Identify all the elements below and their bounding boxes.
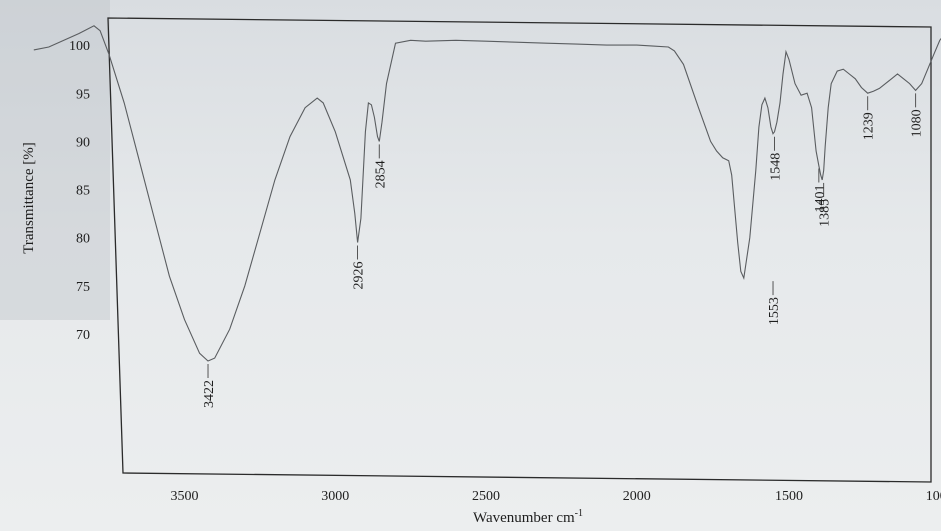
- plot-frame: [107, 17, 932, 483]
- spectrum-line: [33, 25, 941, 362]
- peak-label: 1385: [818, 199, 833, 227]
- y-tick-label: 95: [76, 87, 90, 102]
- series-layer: [33, 25, 941, 362]
- y-axis-title: Transmittance [%]: [21, 142, 37, 254]
- y-tick-label: 100: [69, 39, 90, 54]
- y-tick-label: 85: [76, 184, 90, 199]
- background-shadow: [0, 0, 110, 320]
- y-tick-label: 90: [76, 135, 90, 150]
- plot-frame-group: [107, 17, 932, 483]
- y-tick-label: 80: [76, 232, 90, 247]
- peak-label: 2854: [373, 160, 388, 188]
- x-axis-title-superscript: -1: [575, 508, 583, 519]
- y-axis-ticks: 70 75 80 85 90 95 100: [69, 39, 90, 343]
- y-tick-label: 70: [76, 328, 90, 343]
- x-tick-label: 1500: [775, 489, 803, 504]
- peak-label: 2926: [352, 262, 367, 290]
- x-tick-label: 3000: [321, 489, 349, 504]
- peak-label: 1080: [910, 109, 925, 137]
- x-tick-label: 3500: [171, 489, 199, 504]
- peak-label: 3422: [202, 380, 217, 408]
- peak-labels: 342229262854155315481401138512391080552: [202, 93, 925, 408]
- x-tick-label: 2000: [623, 489, 651, 504]
- x-axis-title-main: Wavenumber cm: [473, 510, 575, 526]
- y-tick-label: 75: [76, 280, 90, 295]
- x-tick-label: 2500: [472, 489, 500, 504]
- x-axis-title: Wavenumber cm-1: [473, 508, 583, 526]
- x-axis-ticks: 350030002500200015001000500: [171, 489, 941, 504]
- peak-label: 1239: [862, 112, 877, 140]
- x-tick-label: 1000: [926, 489, 941, 504]
- peak-label: 1553: [767, 297, 782, 325]
- peak-label: 1548: [769, 153, 784, 181]
